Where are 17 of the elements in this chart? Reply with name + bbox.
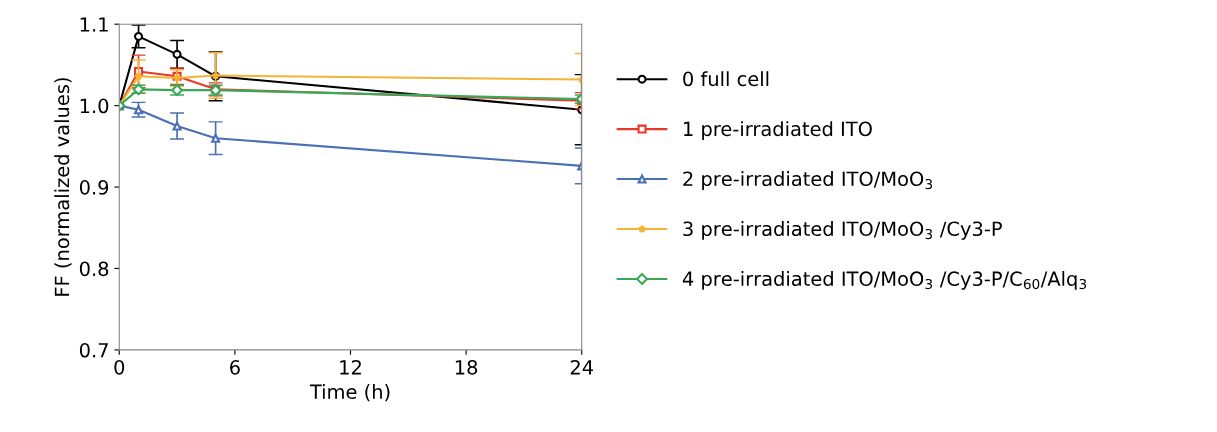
- y-tick-label: 1.0: [80, 98, 109, 114]
- legend-label: 2 pre-irradiated ITO/MoO$_{3}$: [683, 171, 933, 190]
- y-tick-label: 0.8: [79, 261, 109, 277]
- y-tick-label: 0.9: [79, 180, 109, 195]
- legend-label: 3 pre-irradiated ITO/MoO$_{3}$ /Cy3-P: [683, 221, 1002, 240]
- legend-label: 4 pre-irradiated ITO/MoO$_{3}$ /Cy3-P/C$_{60}$/Alq$_{3}$: [682, 271, 1087, 290]
- x-tick-label: 12: [340, 359, 361, 375]
- y-axis-title: FF (normalized values): [54, 78, 72, 296]
- x-tick-label: 0: [114, 359, 125, 375]
- x-axis-title: Time (h): [309, 384, 390, 402]
- x-tick-label: 24: [570, 359, 594, 375]
- legend-label: 0 full cell: [683, 71, 769, 87]
- y-tick-label: 0.7: [79, 342, 108, 358]
- x-tick-label: 6: [230, 359, 240, 375]
- y-tick-label: 1.1: [80, 17, 108, 32]
- legend-label: 1 pre-irradiated ITO: [684, 121, 872, 140]
- x-tick-label: 18: [455, 359, 478, 375]
